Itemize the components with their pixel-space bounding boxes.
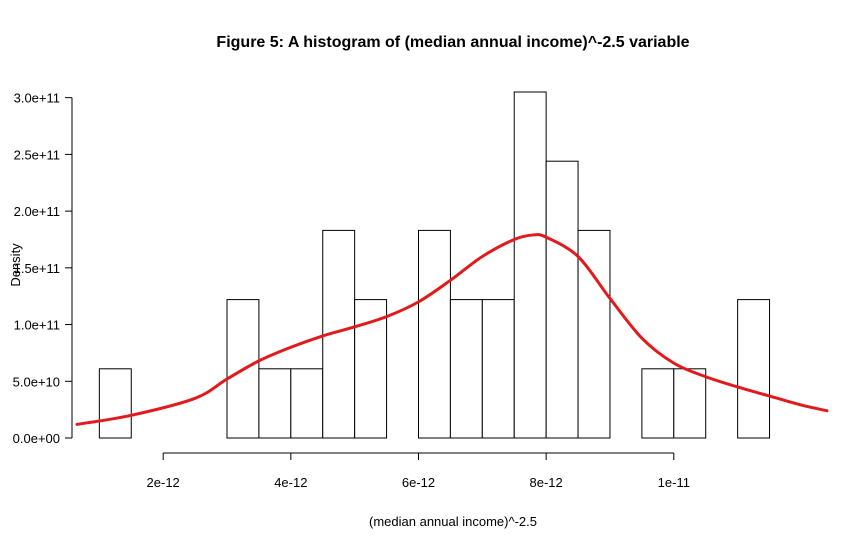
x-axis-label: (median annual income)^-2.5 [369,514,537,529]
y-tick-label: 5.0e+10 [13,374,60,389]
density-curve [75,233,829,426]
x-tick-label: 6e-12 [402,475,435,490]
histogram-bars [98,91,771,439]
chart-title: Figure 5: A histogram of (median annual … [216,34,689,51]
histogram-bar [641,368,675,439]
y-tick-label: 2.0e+11 [14,204,60,219]
histogram-bar [513,91,547,439]
x-tick-label: 1e-11 [658,475,690,490]
histogram-bar [290,368,324,439]
histogram-bar [354,299,388,439]
x-tick-label: 2e-12 [147,475,180,490]
y-tick-label: 0.0e+00 [13,431,60,446]
y-tick-label: 3.0e+11 [14,91,60,106]
y-axis: 0.0e+00 5.0e+10 1.0e+11 1.5e+11 2.0e+11 2.5e+… [13,91,73,446]
histogram-bar [673,368,707,439]
histogram-bar [417,229,451,439]
y-axis-label: Density [8,243,23,287]
x-axis: 2e-12 4e-12 6e-12 8e-12 1e-11 [147,452,690,490]
y-tick-label: 1.5e+11 [14,261,60,276]
histogram-bar [737,299,771,439]
x-tick-label: 8e-12 [530,475,563,490]
histogram-bar [577,229,611,439]
x-tick-label: 4e-12 [274,475,307,490]
histogram-bar [258,368,292,439]
y-tick-label: 1.0e+11 [14,318,60,333]
y-tick-label: 2.5e+11 [14,147,60,162]
histogram-bar [481,299,515,439]
histogram-bar [545,160,579,439]
histogram-bar [449,299,483,439]
histogram-bar [98,368,132,439]
